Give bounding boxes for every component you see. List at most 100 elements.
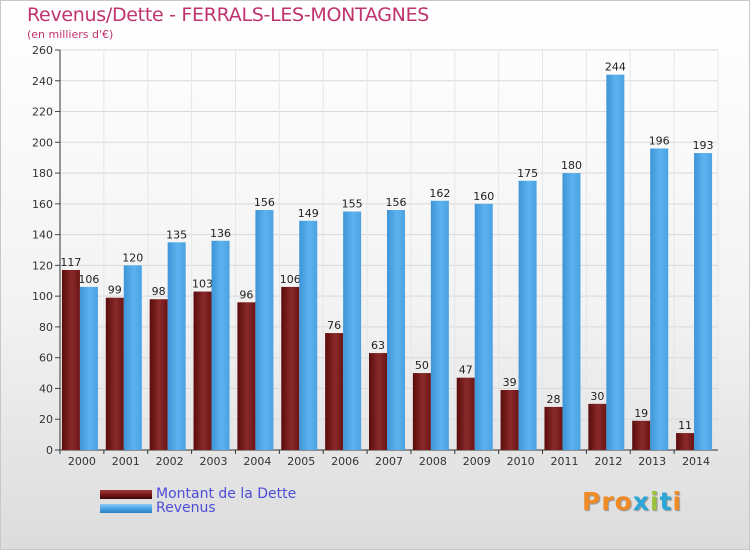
data-label-dette: 117 bbox=[60, 256, 81, 269]
bar-dette bbox=[149, 299, 168, 450]
bar-dette bbox=[105, 297, 124, 450]
data-label-dette: 103 bbox=[192, 278, 213, 291]
data-label-revenus: 106 bbox=[78, 273, 99, 286]
data-label-dette: 106 bbox=[280, 273, 301, 286]
y-tick-label: 100 bbox=[32, 290, 53, 303]
data-label-revenus: 135 bbox=[166, 228, 187, 241]
data-label-revenus: 136 bbox=[210, 227, 231, 240]
y-tick-label: 140 bbox=[32, 229, 53, 242]
bar-dette bbox=[456, 377, 475, 450]
logo-letter: t bbox=[659, 487, 673, 516]
data-label-dette: 39 bbox=[503, 376, 517, 389]
y-tick-label: 240 bbox=[32, 75, 53, 88]
data-label-revenus: 196 bbox=[649, 134, 670, 147]
bar-dette bbox=[412, 373, 431, 450]
data-label-revenus: 120 bbox=[122, 251, 143, 264]
chart-subtitle: (en milliers d'€) bbox=[27, 28, 114, 41]
bar-dette bbox=[544, 406, 563, 450]
bar-revenus bbox=[562, 173, 581, 451]
legend-swatch-dette bbox=[100, 489, 152, 499]
data-label-revenus: 149 bbox=[298, 207, 319, 220]
x-tick-label: 2004 bbox=[243, 455, 271, 468]
data-label-dette: 30 bbox=[590, 390, 604, 403]
data-label-dette: 96 bbox=[239, 288, 253, 301]
data-label-dette: 50 bbox=[415, 359, 429, 372]
data-label-revenus: 156 bbox=[254, 196, 275, 209]
data-label-revenus: 180 bbox=[561, 159, 582, 172]
bar-revenus bbox=[606, 74, 625, 450]
data-label-revenus: 244 bbox=[605, 61, 626, 74]
data-label-revenus: 162 bbox=[429, 187, 450, 200]
x-tick-label: 2008 bbox=[419, 455, 447, 468]
y-tick-label: 180 bbox=[32, 167, 53, 180]
legend-item-dette: Montant de la Dette bbox=[100, 486, 297, 502]
data-label-dette: 63 bbox=[371, 339, 385, 352]
y-tick-label: 40 bbox=[39, 382, 53, 395]
logo-letter: o bbox=[614, 487, 633, 516]
y-tick-label: 220 bbox=[32, 106, 53, 119]
data-label-dette: 99 bbox=[108, 284, 122, 297]
bar-revenus bbox=[518, 180, 537, 450]
x-tick-label: 2003 bbox=[200, 455, 228, 468]
data-label-dette: 76 bbox=[327, 319, 341, 332]
y-tick-label: 160 bbox=[32, 198, 53, 211]
legend-label-revenus: Revenus bbox=[156, 500, 216, 516]
bar-revenus bbox=[387, 210, 405, 450]
x-tick-label: 2009 bbox=[463, 455, 491, 468]
bar-revenus bbox=[123, 265, 142, 450]
x-tick-label: 2002 bbox=[156, 455, 184, 468]
bar-dette bbox=[325, 333, 344, 450]
data-label-revenus: 155 bbox=[342, 198, 363, 211]
data-label-dette: 98 bbox=[152, 285, 166, 298]
bar-dette bbox=[369, 353, 387, 450]
logo-letter: x bbox=[632, 487, 650, 516]
y-tick-label: 200 bbox=[32, 136, 53, 149]
x-tick-label: 2013 bbox=[638, 455, 666, 468]
bar-dette bbox=[632, 420, 651, 450]
data-label-revenus: 160 bbox=[473, 190, 494, 203]
bar-revenus bbox=[299, 220, 318, 450]
data-label-dette: 11 bbox=[678, 419, 692, 432]
x-tick-label: 2006 bbox=[331, 455, 359, 468]
chart-title: Revenus/Dette - FERRALS-LES-MONTAGNES bbox=[27, 4, 430, 26]
x-tick-label: 2000 bbox=[68, 455, 96, 468]
bar-dette bbox=[588, 403, 607, 450]
x-tick-label: 2011 bbox=[550, 455, 578, 468]
bar-dette bbox=[281, 286, 300, 450]
bar-revenus bbox=[474, 203, 493, 450]
data-label-revenus: 175 bbox=[517, 167, 538, 180]
bar-revenus bbox=[79, 286, 98, 450]
legend-swatch-revenus bbox=[100, 503, 152, 513]
logo-letter: P bbox=[582, 487, 602, 516]
data-label-dette: 47 bbox=[459, 364, 473, 377]
legend-label-dette: Montant de la Dette bbox=[156, 486, 297, 502]
logo-letter: i bbox=[672, 487, 683, 516]
bar-revenus bbox=[694, 153, 713, 451]
proxiti-logo: Proxiti bbox=[582, 487, 682, 516]
x-tick-label: 2010 bbox=[507, 455, 535, 468]
bar-dette bbox=[193, 291, 212, 450]
bar-revenus bbox=[343, 211, 362, 450]
y-tick-label: 80 bbox=[39, 321, 53, 334]
bar-revenus bbox=[167, 242, 186, 450]
data-label-revenus: 193 bbox=[693, 139, 714, 152]
x-tick-label: 2007 bbox=[375, 455, 403, 468]
bar-dette bbox=[500, 390, 519, 450]
bar-revenus bbox=[430, 200, 449, 450]
bar-revenus bbox=[255, 210, 274, 450]
bar-revenus bbox=[211, 240, 230, 450]
x-tick-label: 2001 bbox=[112, 455, 140, 468]
data-label-dette: 19 bbox=[634, 407, 648, 420]
legend-item-revenus: Revenus bbox=[100, 500, 216, 516]
y-tick-label: 20 bbox=[39, 413, 53, 426]
bar-dette bbox=[237, 302, 256, 450]
y-tick-label: 0 bbox=[46, 444, 53, 457]
y-tick-label: 60 bbox=[39, 352, 53, 365]
bar-revenus bbox=[650, 148, 669, 450]
bar-dette bbox=[676, 433, 695, 450]
data-label-dette: 28 bbox=[546, 393, 560, 406]
bar-dette bbox=[61, 270, 80, 450]
x-tick-label: 2012 bbox=[594, 455, 622, 468]
logo-letter: i bbox=[650, 487, 660, 516]
